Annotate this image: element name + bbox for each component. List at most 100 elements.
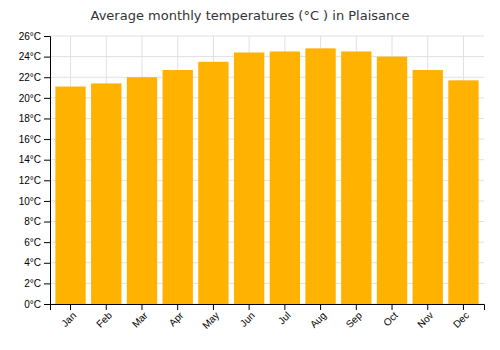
bar: [234, 52, 264, 304]
tick: 20°C: [19, 93, 50, 104]
tick-mark: [213, 304, 214, 310]
tick: Jan: [59, 304, 78, 329]
tick: 2°C: [24, 278, 50, 289]
bar: [413, 70, 443, 304]
tick: 12°C: [19, 175, 50, 186]
tick-label: Dec: [451, 310, 471, 330]
tick-label: Jun: [238, 310, 257, 329]
tick-mark: [44, 201, 50, 202]
axis-line: [44, 37, 51, 305]
tick-label: 10°C: [19, 196, 41, 207]
tick-mark: [249, 304, 250, 310]
tick-label: 18°C: [19, 113, 41, 124]
tick-mark: [141, 304, 142, 310]
bar: [91, 83, 121, 304]
tick-mark: [463, 304, 464, 310]
bar: [341, 51, 371, 304]
tick-mark: [320, 304, 321, 310]
bar: [163, 70, 193, 304]
tick: 14°C: [19, 154, 50, 165]
tick-label: Jan: [59, 310, 78, 329]
tick: 24°C: [19, 51, 50, 62]
tick: Nov: [415, 304, 435, 330]
tick: 8°C: [24, 216, 50, 227]
tick: Dec: [451, 304, 471, 330]
tick-label: 2°C: [24, 278, 41, 289]
tick-mark: [44, 77, 50, 78]
tick-label: 4°C: [24, 257, 41, 268]
tick-mark: [44, 36, 50, 37]
grid: [50, 36, 484, 304]
grid-line: [50, 56, 484, 57]
tick-mark: [44, 57, 50, 58]
tick: 16°C: [19, 134, 50, 145]
tick-mark: [44, 180, 50, 181]
tick-mark: [44, 98, 50, 99]
plot: 0°C 2°C 4°C 6°C 8°C 10°C 12°C 14°C 16°C 18°C 20°C 2…: [19, 31, 485, 331]
tick: 0°C: [24, 299, 50, 310]
tick: Mar: [130, 304, 150, 330]
tick-label: Oct: [381, 310, 400, 329]
bar: [127, 77, 157, 304]
tick-label: 14°C: [19, 154, 41, 165]
tick-label: 26°C: [19, 31, 41, 42]
tick-label: Aug: [308, 310, 328, 330]
tick-label: 6°C: [24, 237, 41, 248]
tick-label: 0°C: [24, 299, 41, 310]
bars: [55, 48, 478, 304]
tick: Feb: [94, 304, 114, 330]
tick: Oct: [381, 304, 400, 328]
tick-label: Apr: [167, 309, 186, 328]
tick: 4°C: [24, 257, 50, 268]
tick-mark: [177, 304, 178, 310]
chart-container: 0°C 2°C 4°C 6°C 8°C 10°C 12°C 14°C 16°C 18°C 20°C 2…: [0, 0, 500, 350]
tick-mark: [44, 222, 50, 223]
tick-label: 12°C: [19, 175, 41, 186]
title: Average monthly temperatures (°C ) in Pl…: [91, 8, 410, 23]
grid-line: [50, 36, 484, 37]
bar: [305, 48, 335, 304]
tick: 6°C: [24, 237, 50, 248]
tick-label: Feb: [94, 309, 114, 329]
y-axis: 0°C 2°C 4°C 6°C 8°C 10°C 12°C 14°C 16°C 18°C 20°C 2…: [19, 31, 51, 310]
bar: [270, 51, 300, 304]
tick-mark: [44, 160, 50, 161]
tick: 26°C: [19, 31, 50, 42]
tick-mark: [427, 304, 428, 310]
tick-label: Mar: [130, 309, 150, 329]
tick: 22°C: [19, 72, 50, 83]
tick-mark: [44, 263, 50, 264]
bar: [377, 57, 407, 304]
tick: Apr: [167, 304, 186, 328]
tick-mark: [44, 139, 50, 140]
bar: [55, 87, 85, 304]
tick-mark: [44, 242, 50, 243]
tick-label: Nov: [415, 310, 435, 330]
tick: 10°C: [19, 196, 50, 207]
tick-mark: [44, 304, 50, 305]
tick-mark: [44, 283, 50, 284]
tick: May: [200, 304, 221, 331]
tick: 18°C: [19, 113, 50, 124]
tick-mark: [284, 304, 285, 310]
tick-mark: [356, 304, 357, 310]
tick: Jul: [276, 304, 293, 326]
tick-label: 20°C: [19, 93, 41, 104]
tick-label: 16°C: [19, 134, 41, 145]
tick-label: Sep: [344, 309, 365, 330]
tick-mark: [392, 304, 393, 310]
tick-label: Jul: [276, 310, 293, 327]
chart: 0°C 2°C 4°C 6°C 8°C 10°C 12°C 14°C 16°C 18°C 20°C 2…: [0, 0, 500, 350]
tick-mark: [44, 118, 50, 119]
bar: [198, 62, 228, 304]
tick: Aug: [308, 304, 328, 330]
tick: Jun: [238, 304, 257, 329]
tick-label: 8°C: [24, 216, 41, 227]
tick-mark: [70, 304, 71, 310]
tick-label: 22°C: [19, 72, 41, 83]
tick-label: 24°C: [19, 51, 41, 62]
tick-label: May: [200, 310, 221, 331]
axis-line: [51, 305, 485, 311]
tick-mark: [106, 304, 107, 310]
tick: Sep: [344, 304, 365, 330]
